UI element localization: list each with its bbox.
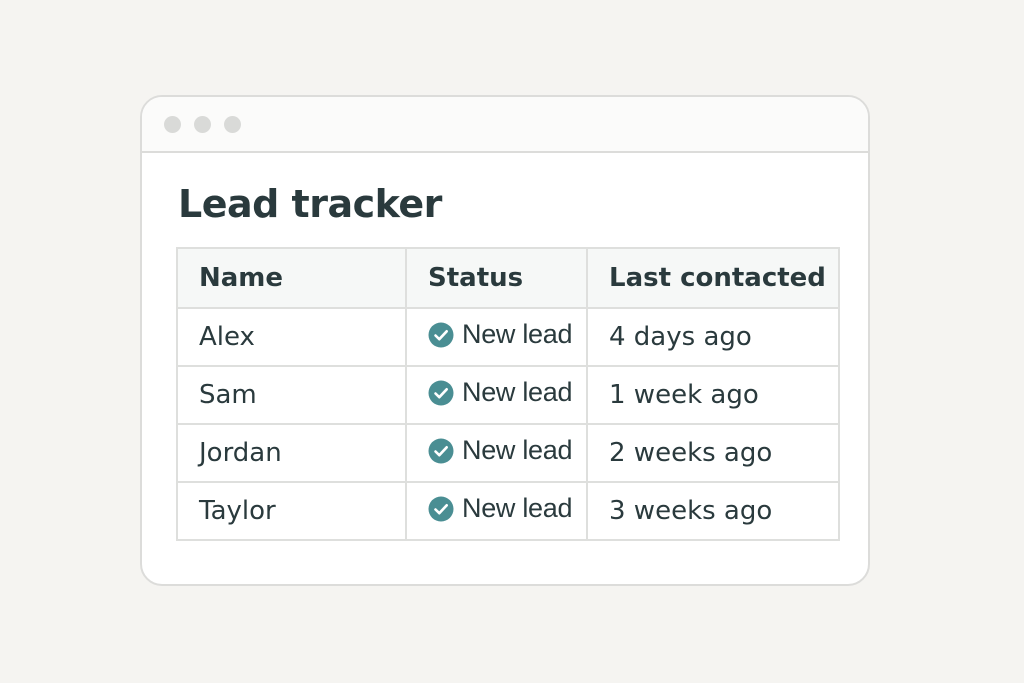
page-title: Lead tracker [178,182,442,226]
status-badge: New lead [428,435,572,466]
column-header-last-contacted[interactable]: Last contacted [586,247,840,309]
lead-name-cell: Jordan [176,423,407,483]
status-label: New lead [462,493,573,524]
check-circle-icon [428,438,454,464]
last-contacted-cell: 4 days ago [586,307,840,367]
last-contacted-cell: 3 weeks ago [586,481,840,541]
lead-status-cell: New lead [405,423,588,483]
lead-name-cell: Alex [176,307,407,367]
app-window: Lead tracker Name Status Last contacted … [140,95,870,586]
table-row[interactable]: Sam New lead 1 week ago [176,365,840,425]
status-label: New lead [462,435,573,466]
column-header-status[interactable]: Status [405,247,588,309]
lead-status-cell: New lead [405,307,588,367]
table-header-row: Name Status Last contacted [176,247,840,309]
window-control-dot-3[interactable] [224,115,241,133]
table-row[interactable]: Alex New lead 4 days ago [176,307,840,367]
column-header-name[interactable]: Name [176,247,407,309]
lead-status-cell: New lead [405,481,588,541]
lead-name-cell: Sam [176,365,407,425]
status-badge: New lead [428,377,572,408]
table-row[interactable]: Taylor New lead 3 weeks ago [176,481,840,541]
window-control-dot-2[interactable] [194,115,211,133]
status-label: New lead [462,377,573,408]
check-circle-icon [428,322,454,348]
window-titlebar [142,97,868,153]
last-contacted-cell: 1 week ago [586,365,840,425]
status-badge: New lead [428,319,572,350]
status-label: New lead [462,319,573,350]
table-row[interactable]: Jordan New lead 2 weeks ago [176,423,840,483]
check-circle-icon [428,496,454,522]
check-circle-icon [428,380,454,406]
lead-status-cell: New lead [405,365,588,425]
lead-table-container: Name Status Last contacted Alex New [176,247,840,541]
lead-table: Name Status Last contacted Alex New [176,247,840,541]
window-control-dot-1[interactable] [164,115,181,133]
status-badge: New lead [428,493,572,524]
lead-name-cell: Taylor [176,481,407,541]
last-contacted-cell: 2 weeks ago [586,423,840,483]
